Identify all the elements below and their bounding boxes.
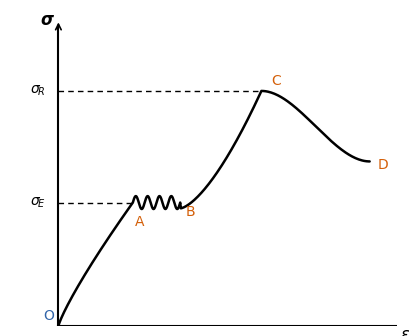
Text: σ: σ bbox=[40, 10, 53, 29]
Text: $\mathit{\sigma}_{\!\mathit{R}}$: $\mathit{\sigma}_{\!\mathit{R}}$ bbox=[30, 84, 45, 98]
Text: C: C bbox=[271, 75, 281, 88]
Text: $\mathit{\sigma}_{\!\mathit{E}}$: $\mathit{\sigma}_{\!\mathit{E}}$ bbox=[29, 195, 45, 210]
Text: O: O bbox=[44, 309, 54, 323]
Text: A: A bbox=[135, 214, 144, 228]
Text: D: D bbox=[378, 158, 388, 172]
Text: B: B bbox=[186, 205, 196, 219]
Text: ε: ε bbox=[400, 326, 409, 336]
